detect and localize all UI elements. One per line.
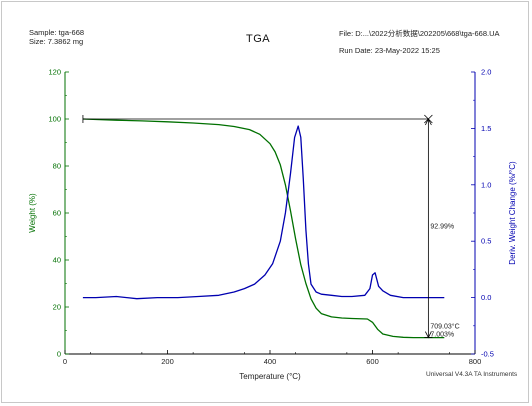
y-left-axis-title: Weight (%) (28, 193, 37, 233)
x-tick-label: 200 (161, 357, 174, 366)
file-path: File: D:...\2022分析数据\202205\668\tga-668.… (339, 29, 500, 38)
y-left-tick-label: 20 (53, 303, 61, 312)
step-arrow-up (425, 118, 432, 126)
weight-series-line (82, 118, 445, 339)
x-tick-label: 0 (63, 357, 67, 366)
footer-software: Universal V4.3A TA Instruments (426, 371, 518, 378)
chart-title: TGA (246, 33, 271, 45)
y-left-tick-label: 60 (53, 209, 61, 218)
y-left-tick-label: 100 (48, 115, 61, 124)
x-tick-label: 600 (366, 357, 379, 366)
y-right-tick-label: 1.0 (481, 180, 491, 189)
y-right-tick-label: 1.5 (481, 124, 491, 133)
y-left-tick-label: 40 (53, 256, 61, 265)
y-right-axis-title: Deriv. Weight Change (%/°C) (508, 161, 517, 265)
y-right-tick-label: 2.0 (481, 68, 491, 77)
sample-size: Size: 7.3862 mg (29, 37, 84, 46)
y-left-tick-label: 80 (53, 162, 61, 171)
sample-name: Sample: tga-668 (29, 28, 85, 37)
y-right-tick-label: 0.5 (481, 237, 491, 246)
step-label: 92.99% (430, 223, 454, 230)
y-right-tick-label: -0.5 (481, 350, 494, 359)
x-axis-title: Temperature (°C) (239, 372, 301, 381)
deriv-series-line (82, 125, 445, 300)
x-tick-label: 800 (469, 357, 482, 366)
y-right-tick-label: 0.0 (481, 293, 491, 302)
point-weight-label: 7.003% (430, 332, 454, 339)
run-date: Run Date: 23-May-2022 15:25 (339, 46, 440, 55)
y-left-tick-label: 0 (57, 350, 61, 359)
y-left-tick-label: 120 (48, 68, 61, 77)
point-temperature-label: 709.03°C (430, 323, 459, 331)
x-tick-label: 400 (264, 357, 277, 366)
